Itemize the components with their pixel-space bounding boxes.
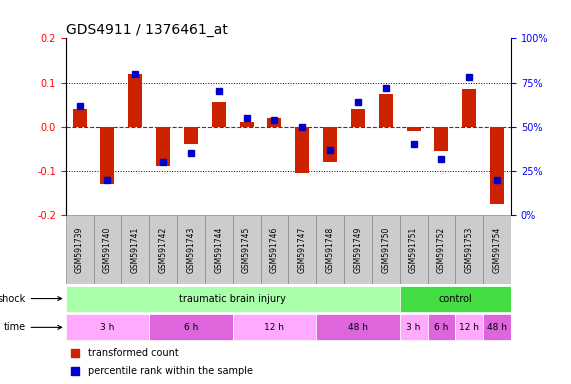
Text: GSM591739: GSM591739 [75, 227, 84, 273]
Bar [428, 314, 456, 340]
Text: control: control [439, 293, 472, 304]
Text: 12 h: 12 h [459, 323, 479, 332]
Bar [400, 314, 428, 340]
Bar [483, 314, 511, 340]
Text: percentile rank within the sample: percentile rank within the sample [88, 366, 253, 376]
Bar [267, 118, 282, 127]
Text: GSM591746: GSM591746 [270, 227, 279, 273]
Bar [94, 215, 122, 284]
Text: 12 h: 12 h [264, 323, 284, 332]
Text: GSM591742: GSM591742 [159, 227, 168, 273]
Bar [128, 74, 142, 127]
Text: GSM591748: GSM591748 [325, 227, 335, 273]
Text: 3 h: 3 h [407, 323, 421, 332]
Bar [372, 215, 400, 284]
Bar [66, 314, 149, 340]
Text: GSM591744: GSM591744 [214, 227, 223, 273]
Text: 6 h: 6 h [184, 323, 198, 332]
Bar [66, 215, 94, 284]
Bar [212, 103, 226, 127]
Text: transformed count: transformed count [88, 348, 179, 358]
Bar [344, 215, 372, 284]
Text: GSM591754: GSM591754 [493, 227, 502, 273]
Bar [288, 215, 316, 284]
Bar [490, 127, 504, 204]
Text: GSM591743: GSM591743 [186, 227, 195, 273]
Text: GSM591753: GSM591753 [465, 227, 474, 273]
Bar [456, 314, 483, 340]
Bar [428, 215, 456, 284]
Text: GSM591749: GSM591749 [353, 227, 363, 273]
Bar [260, 215, 288, 284]
Bar [149, 314, 233, 340]
Text: GSM591750: GSM591750 [381, 227, 391, 273]
Text: GSM591747: GSM591747 [297, 227, 307, 273]
Bar [177, 215, 205, 284]
Bar [456, 215, 483, 284]
Bar [463, 89, 476, 127]
Text: 3 h: 3 h [100, 323, 115, 332]
Bar [73, 109, 87, 127]
Bar [379, 94, 393, 127]
Bar [66, 286, 400, 311]
Text: GSM591740: GSM591740 [103, 227, 112, 273]
Bar [407, 127, 421, 131]
Text: GSM591741: GSM591741 [131, 227, 140, 273]
Text: GSM591745: GSM591745 [242, 227, 251, 273]
Bar [156, 127, 170, 167]
Text: shock: shock [0, 293, 62, 304]
Text: 48 h: 48 h [348, 323, 368, 332]
Text: 48 h: 48 h [487, 323, 507, 332]
Bar [400, 215, 428, 284]
Bar [295, 127, 309, 173]
Bar [316, 215, 344, 284]
Bar [400, 286, 511, 311]
Bar [435, 127, 448, 151]
Bar [233, 215, 260, 284]
Bar [184, 127, 198, 144]
Bar [122, 215, 149, 284]
Text: time: time [3, 322, 62, 333]
Bar [100, 127, 114, 184]
Text: 6 h: 6 h [435, 323, 449, 332]
Text: GSM591752: GSM591752 [437, 227, 446, 273]
Bar [316, 314, 400, 340]
Bar [240, 122, 254, 127]
Bar [205, 215, 233, 284]
Text: GDS4911 / 1376461_at: GDS4911 / 1376461_at [66, 23, 227, 37]
Bar [323, 127, 337, 162]
Bar [233, 314, 316, 340]
Bar [351, 109, 365, 127]
Bar [483, 215, 511, 284]
Text: traumatic brain injury: traumatic brain injury [179, 293, 286, 304]
Bar [149, 215, 177, 284]
Text: GSM591751: GSM591751 [409, 227, 418, 273]
